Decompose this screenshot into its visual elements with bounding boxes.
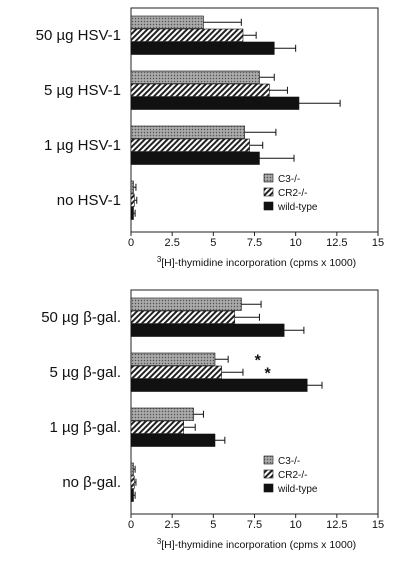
x-tick-label: 10 [290, 237, 302, 249]
legend-label: C3-/- [278, 456, 300, 467]
bar [130, 151, 260, 165]
bar [130, 70, 260, 84]
chart-bottom: 0 2.5 5 7.5 10 12.5 15 3[H]-thymidine incorpora… [41, 289, 384, 551]
bar [130, 41, 275, 55]
category-label: no HSV-1 [57, 192, 121, 209]
legend-swatch [263, 483, 274, 493]
bar [130, 28, 244, 42]
category-label: no β-gal. [62, 474, 121, 491]
legend-swatch [263, 455, 274, 465]
chart-top: 0 2.5 5 7.5 10 12.5 15 3[H]-thymidine incorpora… [36, 7, 384, 269]
legend-swatch [263, 201, 274, 211]
legend-swatch [263, 187, 274, 197]
legend-label: CR2-/- [278, 470, 307, 481]
x-tick-label: 15 [372, 237, 384, 249]
legend-swatch [263, 173, 274, 183]
x-tick-label: 2.5 [165, 237, 180, 249]
bar [130, 365, 222, 379]
bar [130, 475, 135, 489]
category-label: 1 µg β-gal. [50, 419, 121, 436]
bar [130, 420, 184, 434]
x-tick-label: 15 [372, 519, 384, 531]
x-axis-label: 3[H]-thymidine incorporation (cpms x 100… [157, 537, 356, 551]
x-tick-label: 0 [128, 519, 134, 531]
x-tick-label: 12.5 [326, 519, 347, 531]
significance-marker: * [255, 352, 262, 369]
bar [130, 323, 285, 337]
bar [130, 206, 134, 220]
category-label: 50 µg β-gal. [41, 309, 121, 326]
bar [130, 352, 216, 366]
legend-label: wild-type [277, 484, 318, 495]
bar [130, 462, 134, 476]
x-tick-label: 0 [128, 237, 134, 249]
category-label: 1 µg HSV-1 [44, 137, 121, 154]
legend-swatch [263, 469, 274, 479]
x-axis-label-sup: 3 [157, 255, 162, 264]
bar [130, 83, 270, 97]
x-tick-label: 12.5 [326, 237, 347, 249]
legend-label: CR2-/- [278, 188, 307, 199]
bar [130, 310, 236, 324]
x-tick-label: 10 [290, 519, 302, 531]
bar [130, 193, 135, 207]
x-tick-label: 5 [210, 237, 216, 249]
legend-label: wild-type [277, 202, 318, 213]
significance-marker: * [265, 365, 272, 382]
bar [130, 180, 134, 194]
bar [130, 407, 194, 421]
bar [130, 433, 216, 447]
x-axis-label-main: [H]-thymidine incorporation (cpms x 1000… [161, 257, 356, 269]
x-axis-label-main: [H]-thymidine incorporation (cpms x 1000… [161, 539, 356, 551]
x-axis-label-sup: 3 [157, 537, 162, 546]
x-tick-label: 7.5 [247, 519, 262, 531]
category-label: 5 µg β-gal. [50, 364, 121, 381]
bar [130, 378, 308, 392]
bar [130, 125, 245, 139]
bar [130, 488, 134, 502]
bar [130, 96, 300, 110]
bar [130, 297, 242, 311]
x-tick-label: 7.5 [247, 237, 262, 249]
category-label: 5 µg HSV-1 [44, 82, 121, 99]
x-tick-label: 2.5 [165, 519, 180, 531]
category-label: 50 µg HSV-1 [36, 27, 121, 44]
x-tick-label: 5 [210, 519, 216, 531]
bar [130, 138, 250, 152]
x-axis-label: 3[H]-thymidine incorporation (cpms x 100… [157, 255, 356, 269]
bar [130, 15, 204, 29]
legend-label: C3-/- [278, 174, 300, 185]
